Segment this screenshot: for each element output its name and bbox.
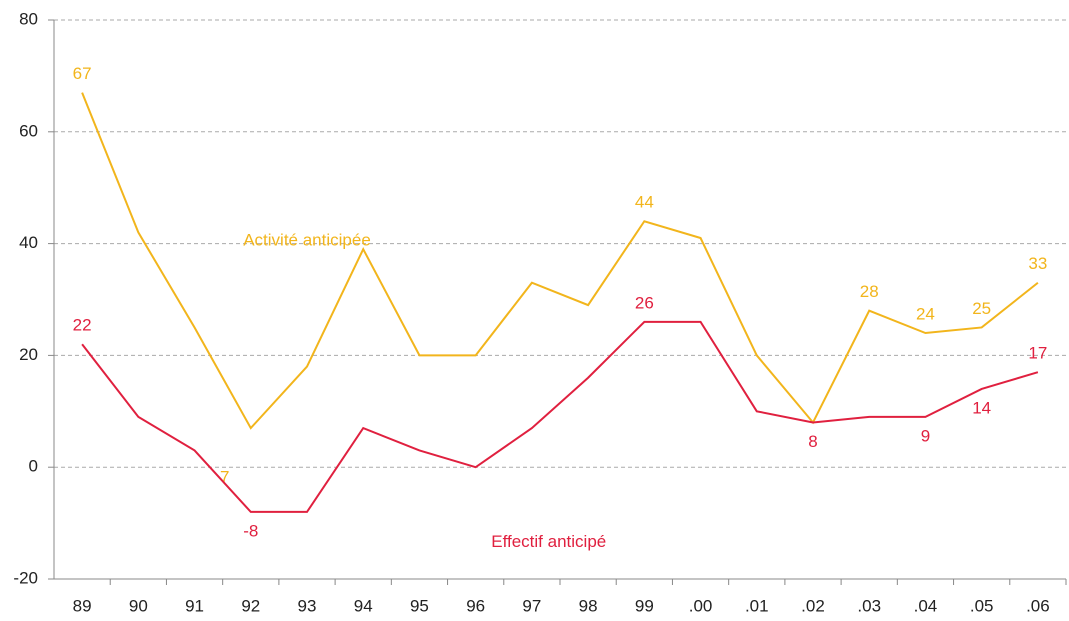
- x-tick-label: .00: [689, 596, 713, 615]
- data-label: 25: [972, 299, 991, 318]
- x-tick-label: 99: [635, 596, 654, 615]
- x-tick-label: .04: [914, 596, 938, 615]
- x-tick-label: .06: [1026, 596, 1050, 615]
- x-tick-label: .02: [801, 596, 825, 615]
- series-label: Effectif anticipé: [491, 532, 606, 551]
- series-line: [81, 92, 1039, 430]
- x-tick-label: 91: [185, 596, 204, 615]
- series-line: [81, 320, 1039, 513]
- x-tick-label: .05: [970, 596, 994, 615]
- x-tick-label: 97: [522, 596, 541, 615]
- y-tick-label: 20: [19, 345, 38, 364]
- data-label: 24: [916, 305, 935, 324]
- x-tick-label: 94: [354, 596, 373, 615]
- data-label: 7: [220, 468, 229, 487]
- data-label: -8: [243, 521, 258, 540]
- x-tick-label: 95: [410, 596, 429, 615]
- y-tick-label: 80: [19, 9, 38, 28]
- y-tick-label: 0: [29, 457, 38, 476]
- data-label: 8: [808, 432, 817, 451]
- data-label: 17: [1028, 344, 1047, 363]
- data-label: 28: [860, 282, 879, 301]
- data-label: 44: [635, 193, 654, 212]
- x-tick-label: 98: [579, 596, 598, 615]
- x-tick-label: 96: [466, 596, 485, 615]
- series-label: Activité anticipée: [243, 230, 371, 249]
- data-label: 67: [73, 64, 92, 83]
- x-tick-label: .03: [857, 596, 881, 615]
- data-label: 26: [635, 293, 654, 312]
- y-tick-label: -20: [13, 568, 38, 587]
- x-tick-label: .01: [745, 596, 769, 615]
- data-label: 33: [1028, 254, 1047, 273]
- x-tick-label: 89: [73, 596, 92, 615]
- x-tick-label: 93: [298, 596, 317, 615]
- x-tick-label: 92: [241, 596, 260, 615]
- data-label: 22: [73, 316, 92, 335]
- data-label: 14: [972, 398, 991, 417]
- y-tick-label: 40: [19, 233, 38, 252]
- y-tick-label: 60: [19, 121, 38, 140]
- data-label: 9: [921, 426, 930, 445]
- x-tick-label: 90: [129, 596, 148, 615]
